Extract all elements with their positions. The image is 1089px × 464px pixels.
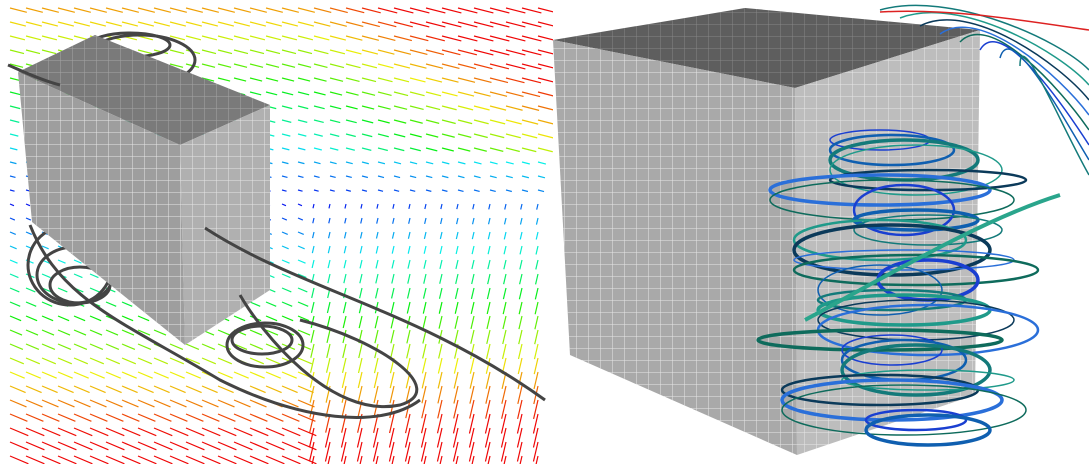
flow-visualization bbox=[0, 0, 1089, 464]
